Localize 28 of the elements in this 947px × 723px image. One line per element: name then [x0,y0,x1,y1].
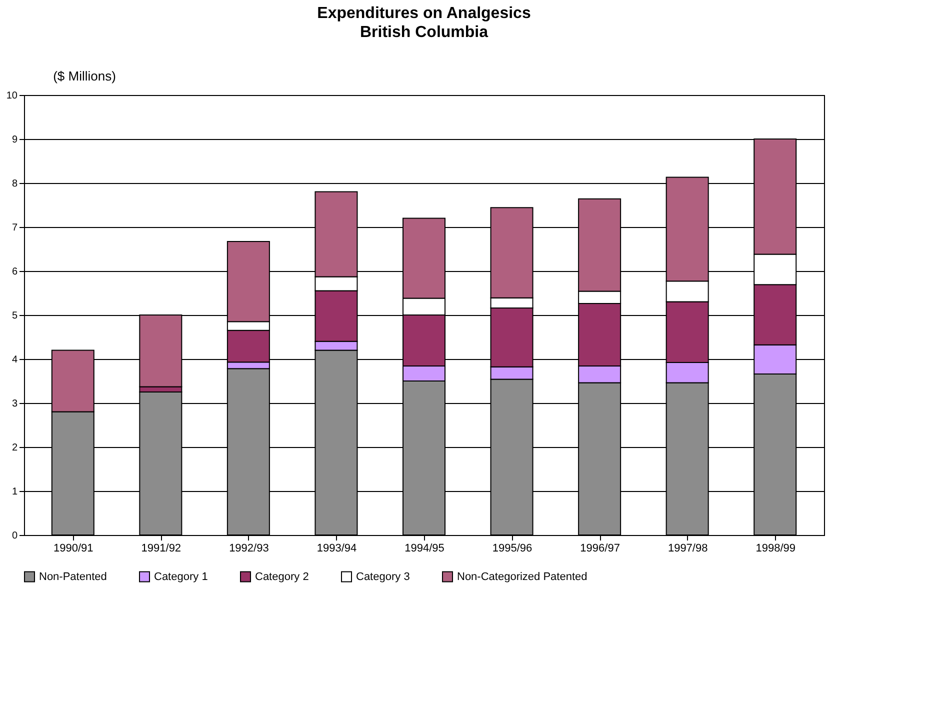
y-tick-label: 2 [12,442,18,454]
x-tick-label: 1997/98 [668,542,708,554]
x-tick-label: 1995/96 [492,542,532,554]
x-tick-label: 1994/95 [404,542,444,554]
x-tick-label: 1990/91 [54,542,94,554]
x-tick-label: 1992/93 [229,542,269,554]
chart-subtitle: British Columbia [360,24,488,41]
y-axis-title: ($ Millions) [53,68,116,84]
y-tick-label: 0 [12,530,18,542]
legend-label: Category 2 [255,570,309,583]
y-tick-label: 5 [12,310,18,322]
legend-label: Non-Patented [39,570,107,583]
legend-label: Category 1 [154,570,208,583]
legend-label: Category 3 [356,570,410,583]
x-tick-label: 1996/97 [580,542,620,554]
y-tick-label: 10 [6,90,18,102]
y-tick-label: 8 [12,178,18,190]
y-tick-label: 7 [12,222,18,234]
x-tick-label: 1991/92 [141,542,182,554]
y-tick-label: 3 [12,398,18,410]
y-tick-label: 1 [12,486,18,498]
y-tick-label: 9 [12,134,18,146]
x-tick-label: 1998/99 [756,542,796,554]
chart-title: Expenditures on Analgesics [317,5,531,22]
y-tick-label: 6 [12,266,18,278]
y-tick-label: 4 [12,354,18,366]
x-tick-label: 1993/94 [316,542,357,554]
legend-label: Non-Categorized Patented [457,570,588,583]
